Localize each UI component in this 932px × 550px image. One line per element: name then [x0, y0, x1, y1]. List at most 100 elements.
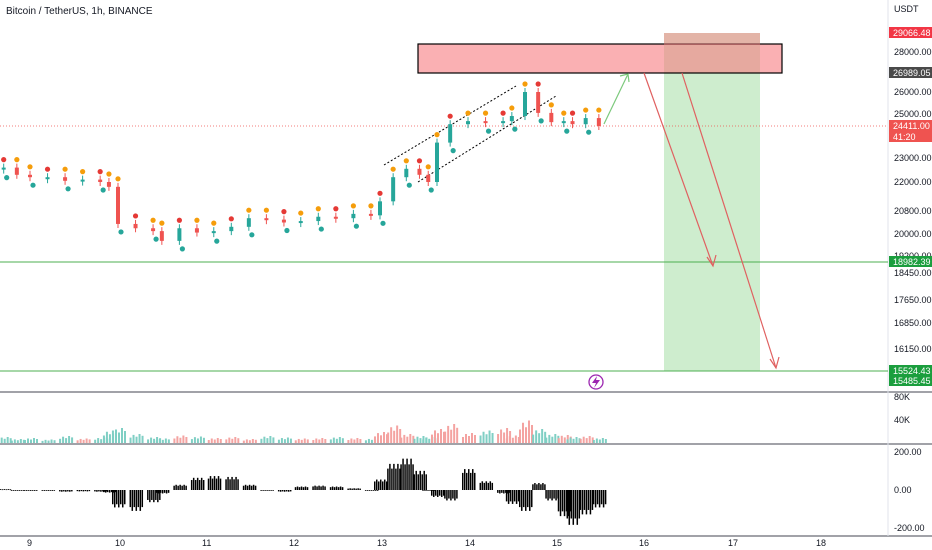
osc-bar: [339, 486, 342, 490]
signal-dot: [583, 107, 589, 113]
osc-bar: [3, 489, 6, 490]
osc-bar: [549, 490, 551, 499]
volume-bar: [6, 437, 9, 443]
lightning-icon-glyph: [592, 376, 600, 388]
osc-bar: [102, 490, 104, 492]
volume-bar: [538, 433, 541, 443]
osc-bar: [331, 486, 334, 490]
osc-bar: [437, 490, 439, 497]
osc-bar: [147, 490, 149, 500]
volume-bar: [525, 427, 528, 443]
osc-bar: [507, 490, 510, 504]
candle: [63, 177, 68, 181]
volume-bar: [563, 437, 566, 443]
candle: [523, 92, 528, 117]
volume-bar: [22, 439, 25, 443]
time-axis[interactable]: 9 10 11 12 13 14 15 16 17 18: [27, 538, 826, 548]
volume-bar: [332, 437, 335, 443]
osc-bar: [65, 490, 67, 492]
volume-bar: [416, 436, 419, 443]
osc-bar: [468, 469, 470, 490]
candle: [28, 174, 32, 178]
signal-dot: [569, 110, 576, 116]
osc-bar: [112, 490, 115, 493]
volume-bar: [579, 438, 582, 443]
osc-bar: [413, 474, 415, 490]
osc-bar: [364, 490, 367, 491]
signal-dot: [548, 102, 554, 108]
osc-bar: [120, 490, 122, 505]
signal-dot: [315, 206, 321, 212]
volume-bar: [569, 437, 572, 443]
price-scale[interactable]: 28000.0026000.0025000.0024000.0023000.00…: [894, 47, 932, 386]
osc-bar: [289, 490, 292, 492]
osc-scale-label: 200.00: [894, 447, 922, 457]
osc-bar: [406, 458, 408, 490]
osc-bar: [5, 489, 8, 491]
chart-title: Bitcoin / TetherUS, 1h, BINANCE: [6, 6, 153, 17]
osc-bar: [252, 484, 255, 490]
osc-bar: [185, 485, 187, 490]
osc-bar: [538, 483, 540, 490]
osc-bar: [283, 490, 286, 492]
candle: [298, 221, 303, 224]
volume-bar: [105, 431, 108, 443]
volume-bar: [541, 429, 544, 443]
volume-bar: [566, 439, 569, 443]
osc-bar: [472, 469, 474, 490]
volume-bar: [153, 438, 156, 443]
volume-bar: [272, 437, 275, 443]
osc-bar: [443, 490, 445, 496]
volume-bar: [519, 429, 522, 443]
candle: [151, 228, 156, 232]
candle: [466, 121, 470, 125]
volume-bar: [53, 440, 56, 443]
volume-bar: [135, 436, 138, 443]
price-tag: [889, 120, 932, 131]
osc-bar: [386, 481, 388, 490]
volume-bar: [71, 437, 74, 443]
candle: [14, 167, 19, 175]
osc-bar: [545, 490, 547, 499]
volume-bar: [500, 429, 503, 443]
osc-bar: [163, 490, 166, 493]
osc-bar: [485, 481, 488, 490]
osc-bar: [167, 490, 170, 493]
osc-bar: [428, 490, 430, 491]
volume-bar: [76, 440, 79, 443]
signal-dot: [97, 169, 103, 175]
osc-bar: [279, 490, 282, 492]
volume-bar: [383, 432, 385, 443]
osc-bar: [501, 490, 503, 493]
osc-bar: [349, 488, 351, 490]
osc-bar: [106, 490, 109, 493]
osc-bar: [353, 488, 355, 490]
signal-dot: [281, 209, 287, 215]
osc-bar: [572, 490, 575, 525]
volume-bar: [303, 438, 306, 443]
price-tag: [889, 67, 932, 78]
osc-bar: [393, 463, 395, 490]
volume-bar: [216, 438, 219, 443]
osc-bar: [509, 490, 511, 493]
volume-bar: [202, 437, 205, 443]
price-tag-label: 15524.43: [893, 366, 931, 376]
osc-bar: [211, 478, 214, 490]
volume-bar: [554, 434, 557, 443]
signal-dot: [214, 238, 220, 244]
osc-bar: [43, 490, 46, 491]
osc-bar: [45, 490, 48, 491]
osc-bar: [296, 486, 299, 490]
osc-bar: [122, 490, 124, 508]
signal-dot: [118, 229, 124, 235]
osc-bar: [462, 472, 464, 490]
volume-bar: [196, 438, 199, 443]
osc-bar: [139, 490, 142, 511]
volume-bar: [173, 438, 176, 443]
osc-bar: [112, 490, 114, 505]
lightning-icon[interactable]: [588, 374, 604, 390]
volume-bar: [100, 439, 103, 443]
volume-bar: [16, 440, 19, 443]
channel-lower: [417, 95, 557, 183]
